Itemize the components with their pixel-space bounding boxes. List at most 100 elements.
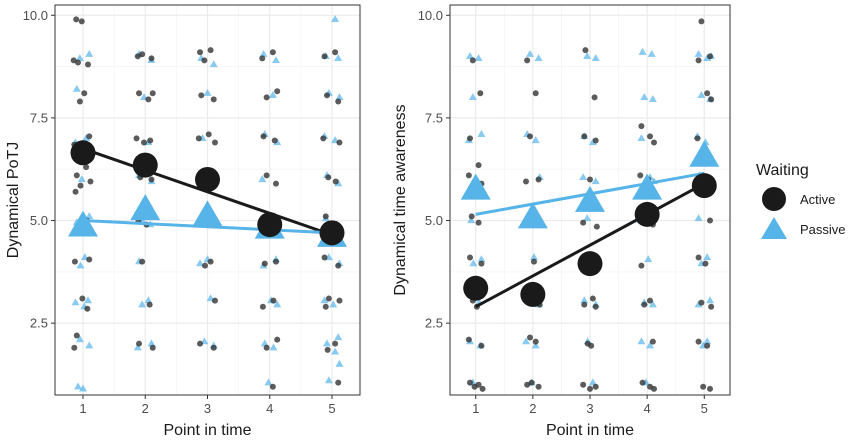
jitter-point-passive (522, 337, 530, 345)
y-tick-label: 10.0 (418, 8, 443, 23)
jitter-point-passive (644, 255, 653, 263)
jitter-point-active (593, 223, 600, 230)
jitter-point-active (210, 344, 217, 351)
jitter-point-active (87, 178, 94, 185)
jitter-point-active (467, 254, 473, 261)
jitter-point-passive (75, 335, 84, 343)
jitter-point-active (260, 133, 267, 140)
jitter-point-active (259, 303, 266, 310)
y-tick-label: 2.5 (425, 316, 443, 331)
jitter-point-passive (85, 212, 94, 220)
jitter-point-active (465, 336, 472, 343)
jitter-point-active (73, 16, 80, 23)
jitter-point-active (141, 139, 148, 146)
mean-marker-active (463, 275, 489, 301)
mean-marker-passive (517, 202, 548, 229)
jitter-point-active (72, 188, 79, 195)
legend-title: Waiting (756, 162, 809, 179)
legend-active-marker (762, 187, 786, 211)
jitter-point-passive (133, 343, 142, 351)
jitter-point-active (581, 133, 588, 140)
jitter-point-passive (83, 296, 92, 304)
trend-line-passive (82, 219, 333, 235)
jitter-point-active (698, 18, 705, 25)
mean-marker-active (257, 212, 283, 238)
jitter-point-passive (268, 91, 277, 98)
jitter-point-passive (329, 300, 338, 308)
jitter-point-active (322, 213, 329, 220)
jitter-point-active (78, 18, 85, 25)
jitter-point-active (136, 340, 143, 347)
mean-marker-passive (192, 200, 223, 227)
jitter-point-passive (694, 300, 703, 308)
jitter-point-active (263, 344, 270, 351)
jitter-point-active (322, 303, 329, 310)
jitter-point-active (587, 385, 593, 392)
jitter-point-passive (75, 54, 84, 62)
jitter-point-active (259, 55, 266, 62)
jitter-point-active (707, 385, 713, 392)
mean-marker-active (132, 152, 158, 178)
jitter-point-active (149, 344, 156, 351)
jitter-point-passive (335, 93, 344, 101)
jitter-point-active (707, 53, 713, 60)
jitter-point-active (335, 379, 342, 386)
jitter-point-active (195, 135, 202, 142)
jitter-point-passive (269, 343, 278, 351)
jitter-point-passive (477, 255, 486, 263)
jitter-point-active (336, 139, 343, 146)
jitter-point-active (207, 258, 214, 265)
jitter-point-passive (468, 93, 477, 101)
jitter-point-active (73, 332, 80, 339)
jitter-point-active (274, 336, 281, 343)
jitter-point-active (468, 213, 475, 220)
jitter-point-active (647, 133, 653, 140)
jitter-point-passive (474, 54, 483, 62)
jitter-point-active (272, 180, 279, 187)
jitter-point-active (321, 53, 328, 60)
jitter-point-passive (637, 337, 646, 345)
mean-marker-passive (632, 173, 663, 200)
jitter-point-active (528, 379, 535, 386)
jitter-point-passive (697, 91, 706, 98)
jitter-point-passive (648, 300, 657, 308)
jitter-point-passive (640, 93, 649, 101)
jitter-point-active (332, 178, 339, 185)
jitter-point-active (651, 139, 657, 146)
jitter-point-passive (646, 341, 654, 349)
jitter-point-active (532, 90, 539, 97)
jitter-point-active (197, 340, 204, 347)
jitter-point-passive (331, 15, 340, 23)
jitter-point-passive (144, 296, 153, 304)
jitter-point-active (272, 258, 279, 265)
jitter-point-passive (648, 95, 657, 103)
jitter-point-passive (703, 337, 712, 345)
jitter-point-active (133, 135, 140, 142)
legend-active-label: Active (800, 192, 835, 207)
jitter-point-active (198, 92, 205, 99)
jitter-point-active (475, 381, 482, 388)
legend-passive-label: Passive (800, 222, 846, 237)
jitter-point-active (524, 381, 531, 388)
jitter-point-active (587, 176, 593, 183)
mean-marker-passive (68, 210, 99, 237)
jitter-point-active (269, 49, 276, 56)
jitter-point-active (211, 297, 218, 304)
jitter-point-passive (79, 384, 88, 392)
mean-marker-active (319, 220, 345, 246)
jitter-point-passive (320, 296, 329, 304)
mean-marker-active (520, 281, 546, 307)
jitter-point-active (269, 383, 276, 390)
x-tick-label: 1 (79, 401, 86, 416)
x-tick-label: 3 (586, 401, 593, 416)
jitter-point-passive (72, 84, 81, 92)
mean-marker-passive (130, 194, 161, 221)
jitter-point-passive (334, 333, 343, 341)
jitter-point-active (581, 301, 588, 308)
mean-marker-active (70, 140, 96, 166)
jitter-point-active (637, 172, 644, 179)
jitter-point-active (139, 258, 146, 265)
jitter-point-active (698, 299, 705, 306)
jitter-point-passive (466, 52, 474, 59)
jitter-point-active (145, 96, 152, 103)
